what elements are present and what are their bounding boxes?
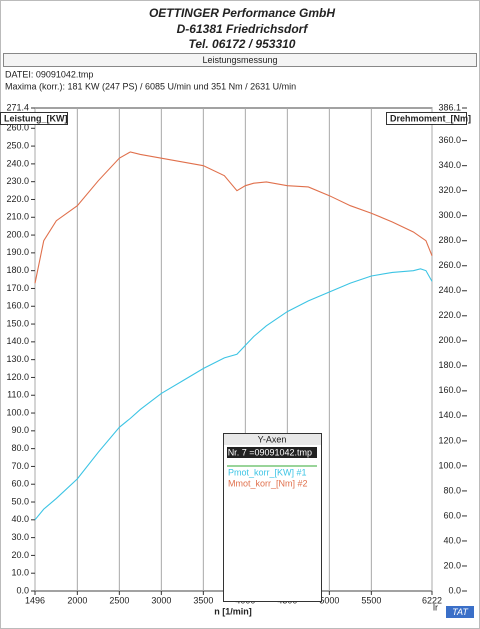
y-tick-label: 210.0	[6, 212, 29, 222]
y2-axis-label: Drehmoment_[Nm]	[390, 113, 471, 123]
x-tick-label: 5500	[361, 595, 381, 605]
y-tick-label: 30.0	[11, 532, 29, 542]
y-tick-label: 100.0	[6, 407, 29, 417]
legend-box	[223, 433, 322, 602]
y-tick-label: 200.0	[6, 229, 29, 239]
y-tick-label: 271.4	[6, 102, 29, 112]
y2-tick-label: 220.0	[438, 310, 461, 320]
y2-tick-label: 180.0	[438, 360, 461, 370]
y-tick-label: 230.0	[6, 176, 29, 186]
y2-tick-label: 386.1	[438, 102, 461, 112]
logo-box	[446, 606, 474, 618]
y-tick-label: 190.0	[6, 247, 29, 257]
y-tick-label: 130.0	[6, 354, 29, 364]
y2-tick-label: 20.0	[443, 560, 461, 570]
y2-tick-label: 360.0	[438, 135, 461, 145]
chart-title: Leistungsmessung	[202, 55, 277, 65]
y-tick-label: 60.0	[11, 479, 29, 489]
y-tick-label: 140.0	[6, 336, 29, 346]
legend-header	[224, 434, 321, 445]
y-tick-label: 240.0	[6, 158, 29, 168]
y2-tick-label: 140.0	[438, 410, 461, 420]
data-line	[34, 151, 433, 284]
legend-entry: Mmot_korr_[Nm] #2	[228, 478, 308, 488]
y-tick-label: 20.0	[11, 550, 29, 560]
phone: Tel. 06172 / 953310	[189, 37, 296, 51]
y-tick-label: 160.0	[6, 301, 29, 311]
x-tick-label: 2000	[67, 595, 87, 605]
y2-tick-label: 260.0	[438, 260, 461, 270]
y2-tick-label: 240.0	[438, 285, 461, 295]
y-tick-label: 50.0	[11, 496, 29, 506]
logo: TAT	[452, 607, 469, 617]
legend-file-bar	[227, 447, 317, 458]
y-tick-label: 90.0	[11, 425, 29, 435]
x-tick-label: 2500	[109, 595, 129, 605]
y2-tick-label: 0.0	[448, 585, 461, 595]
x-tick-label: 1496	[25, 595, 45, 605]
y2-tick-label: 300.0	[438, 210, 461, 220]
file-name: DATEI: 09091042.tmp	[5, 69, 93, 79]
y-tick-label: 80.0	[11, 443, 29, 453]
legend-subtitle: Nr. 7 =09091042.tmp	[228, 447, 312, 457]
x-tick-label: 3500	[193, 595, 213, 605]
y2-tick-label: 120.0	[438, 435, 461, 445]
legend-title: Y-Axen	[258, 434, 287, 444]
y2-tick-label: 60.0	[443, 510, 461, 520]
y2-tick-label: 280.0	[438, 235, 461, 245]
y2-tick-label: 40.0	[443, 535, 461, 545]
y-tick-label: 120.0	[6, 372, 29, 382]
y-label-box	[0, 112, 68, 125]
x-axis-label: n [1/min]	[214, 606, 252, 616]
company: OETTINGER Performance GmbH	[149, 6, 335, 20]
y-tick-label: 170.0	[6, 283, 29, 293]
y-tick-label: 110.0	[7, 390, 29, 400]
title-bar	[3, 53, 477, 67]
y-tick-label: 180.0	[6, 265, 29, 275]
y-tick-label: 220.0	[6, 194, 29, 204]
y-tick-label: 0.0	[16, 585, 29, 595]
legend-entry: Pmot_korr_[KW] #1	[228, 467, 307, 477]
y2-tick-label: 80.0	[443, 485, 461, 495]
y2-tick-label: 100.0	[438, 460, 461, 470]
y2-tick-label: 160.0	[438, 385, 461, 395]
corner-button[interactable]: lr	[433, 602, 438, 612]
maxima: Maxima (korr.): 181 KW (247 PS) / 6085 U…	[5, 81, 296, 91]
y2-tick-label: 320.0	[438, 185, 461, 195]
y2-tick-label: 340.0	[438, 160, 461, 170]
y-tick-label: 40.0	[11, 514, 29, 524]
y-tick-label: 260.0	[6, 123, 29, 133]
x-tick-label: 6222	[422, 595, 442, 605]
y-tick-label: 250.0	[6, 140, 29, 150]
y2-label-box	[386, 112, 467, 125]
y-tick-label: 10.0	[11, 568, 29, 578]
x-tick-label: 3000	[151, 595, 171, 605]
data-line	[34, 268, 433, 521]
x-tick-label: 5000	[319, 595, 339, 605]
y2-tick-label: 200.0	[438, 335, 461, 345]
y-axis-label: Leistung_[KW]	[4, 113, 68, 123]
y-tick-label: 150.0	[6, 318, 29, 328]
y-tick-label: 70.0	[11, 461, 29, 471]
address: D-61381 Friedrichsdorf	[177, 22, 309, 36]
